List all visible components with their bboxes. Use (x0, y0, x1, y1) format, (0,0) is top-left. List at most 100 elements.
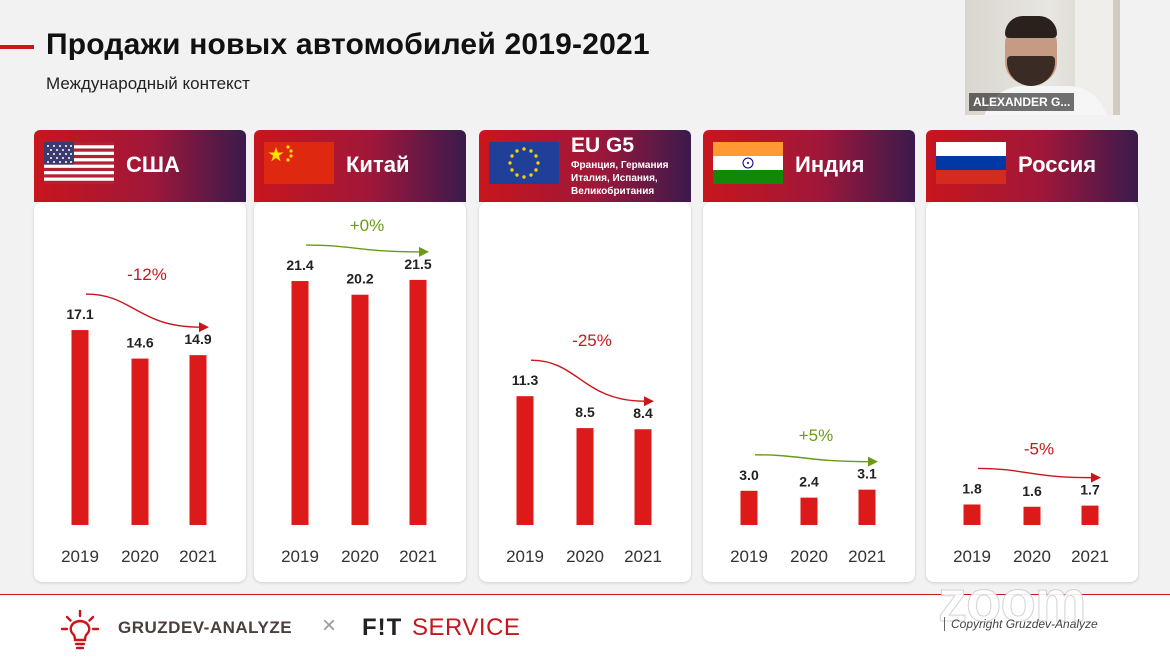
country-name-india: Индия (795, 152, 865, 177)
bar-2020 (131, 358, 149, 525)
brand-gruzdev-analyze: GRUZDEV-ANALYZE (118, 618, 293, 637)
card-header-russia: Россия (926, 130, 1138, 202)
category-label-2020: 2020 (121, 547, 159, 566)
trend-arrow (305, 244, 421, 253)
china-flag-icon (264, 142, 334, 184)
trend-arrowhead (644, 396, 654, 407)
change-label: +5% (799, 426, 834, 445)
bar-2019 (291, 281, 309, 525)
card-header-eu: EU G5 Франция, Германия Италия, Испания,… (479, 130, 691, 202)
bar-2020 (576, 428, 594, 525)
category-label-2021: 2021 (179, 547, 217, 566)
value-label-2021: 21.5 (404, 256, 431, 272)
trend-arrow (977, 467, 1093, 479)
category-label-2021: 2021 (624, 547, 662, 566)
country-name-usa: США (126, 152, 180, 177)
chart-china: 21.4 2019 20.2 2020 21.5 2021 +0% (281, 216, 437, 566)
card-china: Китай 21.4 2019 20.2 2020 21.5 2021 +0% (254, 130, 466, 582)
value-label-2021: 8.4 (633, 405, 653, 421)
zoom-watermark: zoom (937, 569, 1086, 635)
footer-divider (0, 594, 1170, 595)
bar-2019 (740, 490, 758, 525)
chart-eu: 11.3 2019 8.5 2020 8.4 2021 -25% (506, 331, 662, 566)
category-label-2020: 2020 (341, 547, 379, 566)
trend-arrowhead (1091, 472, 1101, 483)
card-header-china: Китай (254, 130, 466, 202)
value-label-2020: 8.5 (575, 404, 595, 420)
category-label-2021: 2021 (1071, 547, 1109, 566)
value-label-2019: 3.0 (739, 467, 759, 483)
card-header-india: Индия (703, 130, 915, 202)
copyright-text: Copyright Gruzdev-Analyze (944, 617, 1098, 631)
bar-2021 (634, 429, 652, 525)
title-accent-line (0, 45, 34, 49)
bar-2021 (1081, 505, 1099, 525)
russia-flag-icon (936, 142, 1006, 184)
category-label-2020: 2020 (1013, 547, 1051, 566)
bar-2019 (71, 330, 89, 525)
bar-2020 (800, 497, 818, 525)
bar-2021 (409, 279, 427, 525)
category-label-2020: 2020 (790, 547, 828, 566)
value-label-2020: 2.4 (799, 474, 819, 490)
lightbulb-icon (60, 609, 100, 650)
value-label-2019: 1.8 (962, 480, 982, 496)
category-label-2019: 2019 (506, 547, 544, 566)
webcam-video: ALEXANDER G... (965, 0, 1120, 115)
eu-flag-icon (489, 142, 559, 184)
card-eu: EU G5 Франция, Германия Италия, Испания,… (479, 130, 691, 582)
category-label-2019: 2019 (281, 547, 319, 566)
category-label-2019: 2019 (61, 547, 99, 566)
bar-2021 (189, 355, 207, 525)
eu-countries-list: Франция, Германия Италия, Испания, Велик… (571, 160, 669, 197)
change-label: -25% (572, 331, 612, 350)
value-label-2019: 21.4 (286, 257, 313, 273)
footer (0, 595, 1170, 657)
usa-flag-icon (44, 142, 114, 184)
chart-russia: 1.8 2019 1.6 2020 1.7 2021 -5% (953, 439, 1109, 566)
participant-name: ALEXANDER G... (969, 93, 1075, 111)
chart-usa: 17.1 2019 14.6 2020 14.9 2021 -12% (61, 265, 217, 566)
country-name-eu: EU G5 (571, 134, 635, 157)
brand-service: SERVICE (412, 614, 521, 641)
category-label-2021: 2021 (848, 547, 886, 566)
value-label-2020: 14.6 (126, 335, 153, 351)
change-label: +0% (350, 216, 385, 235)
trend-arrow (754, 454, 870, 463)
brand-separator: × (322, 612, 337, 639)
chart-india: 3.0 2019 2.4 2020 3.1 2021 +5% (730, 426, 886, 566)
bar-2019 (516, 396, 534, 525)
value-label-2019: 11.3 (512, 372, 539, 388)
bar-2020 (351, 294, 369, 525)
webcam-hair (1005, 16, 1057, 38)
webcam-beard (1007, 56, 1055, 86)
trend-arrow (85, 293, 201, 328)
bar-2021 (858, 489, 876, 525)
page-title: Продажи новых автомобилей 2019-2021 (46, 28, 650, 61)
bar-2020 (1023, 506, 1041, 525)
card-usa: США 17.1 2019 14.6 2020 14.9 2021 -12% (34, 130, 246, 582)
brand-fit: F!T (362, 614, 403, 641)
card-india: Индия 3.0 2019 2.4 2020 3.1 2021 +5% (703, 130, 915, 582)
change-label: -12% (127, 265, 167, 284)
category-label-2019: 2019 (953, 547, 991, 566)
value-label-2021: 14.9 (184, 331, 211, 347)
change-label: -5% (1024, 439, 1054, 458)
value-label-2020: 20.2 (346, 271, 373, 287)
category-label-2021: 2021 (399, 547, 437, 566)
category-label-2019: 2019 (730, 547, 768, 566)
value-label-2020: 1.6 (1022, 483, 1042, 499)
india-flag-icon (713, 142, 783, 184)
bar-2019 (963, 504, 981, 525)
trend-arrowhead (419, 246, 429, 257)
value-label-2021: 3.1 (857, 466, 877, 482)
country-name-china: Китай (346, 152, 410, 177)
category-label-2020: 2020 (566, 547, 604, 566)
card-header-usa: США (34, 130, 246, 202)
trend-arrow (530, 359, 646, 402)
value-label-2021: 1.7 (1080, 482, 1100, 498)
page-subtitle: Международный контекст (46, 74, 250, 93)
country-name-russia: Россия (1018, 152, 1097, 177)
value-label-2019: 17.1 (66, 306, 93, 322)
trend-arrowhead (868, 456, 878, 467)
